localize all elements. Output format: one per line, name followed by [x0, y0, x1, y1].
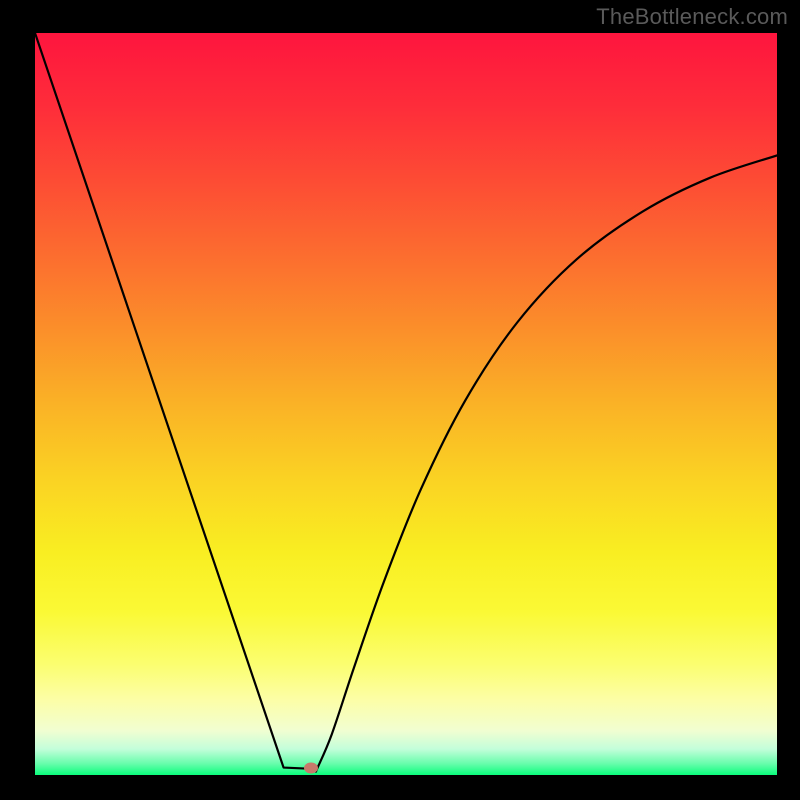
- bottleneck-curve: [35, 33, 777, 772]
- optimal-point-marker: [304, 762, 318, 773]
- curve-layer: [35, 33, 777, 775]
- plot-area: [35, 33, 777, 775]
- watermark-text: TheBottleneck.com: [596, 4, 788, 30]
